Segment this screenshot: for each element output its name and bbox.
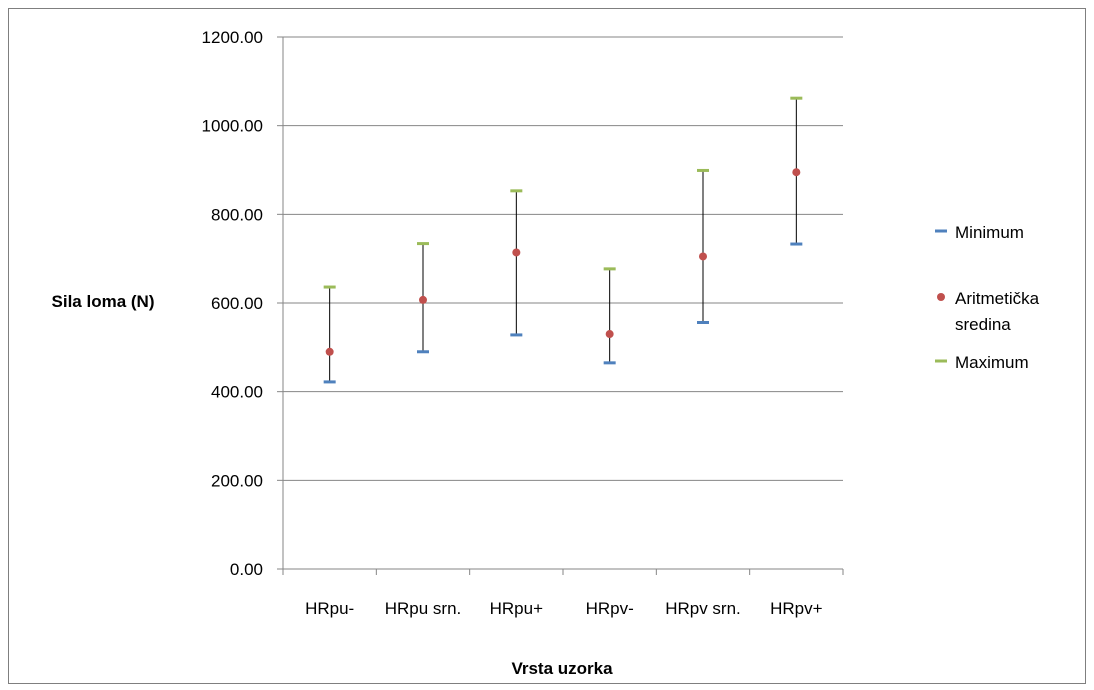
legend-symbol <box>937 293 945 301</box>
y-tick-labels: 0.00 200.00 400.00 600.00 800.00 1000.00 1200.… <box>202 28 263 579</box>
data-markers <box>323 96 803 384</box>
mean-marker <box>699 252 707 261</box>
mean-marker <box>419 295 427 304</box>
y-tick-label: 600.00 <box>211 294 263 313</box>
y-tick-label: 1000.00 <box>202 117 263 136</box>
x-axis-title: Vrsta uzorka <box>511 659 613 678</box>
high-low-lines <box>329 98 797 382</box>
y-tick-label: 800.00 <box>211 205 263 224</box>
x-tick-label: HRpv+ <box>770 599 823 618</box>
x-tick-label: HRpu- <box>305 599 354 618</box>
legend-label: Maximum <box>955 353 1029 372</box>
mean-marker <box>605 330 614 339</box>
legend-label-line: Minimum <box>955 223 1024 242</box>
legend-label-line: Maximum <box>955 353 1029 372</box>
legend-label-line: Aritmetička <box>955 289 1040 308</box>
mean-marker <box>512 248 521 257</box>
legend: Minimum Aritmetička sredina Maximum <box>935 223 1040 372</box>
x-tick-label: HRpv- <box>586 599 634 618</box>
axes <box>277 36 844 575</box>
legend-label: Minimum <box>955 223 1024 242</box>
x-tick-labels: HRpu- HRpu srn. HRpu+ HRpv- HRpv srn. HRpv+ <box>305 599 823 618</box>
y-tick-label: 0.00 <box>230 560 263 579</box>
y-tick-label: 200.00 <box>211 471 263 490</box>
x-tick-label: HRpv srn. <box>665 599 741 618</box>
y-tick-label: 400.00 <box>211 383 263 402</box>
y-tick-label: 1200.00 <box>202 28 263 47</box>
x-tick-label: HRpu+ <box>490 599 543 618</box>
mean-marker <box>792 168 801 177</box>
mean-marker <box>325 347 334 356</box>
y-axis-title: Sila loma (N) <box>52 292 155 311</box>
legend-label-line: sredina <box>955 315 1011 334</box>
legend-label: Aritmetička sredina <box>955 289 1040 334</box>
gridlines <box>283 36 843 481</box>
x-tick-label: HRpu srn. <box>385 599 462 618</box>
chart-frame <box>8 8 1086 684</box>
